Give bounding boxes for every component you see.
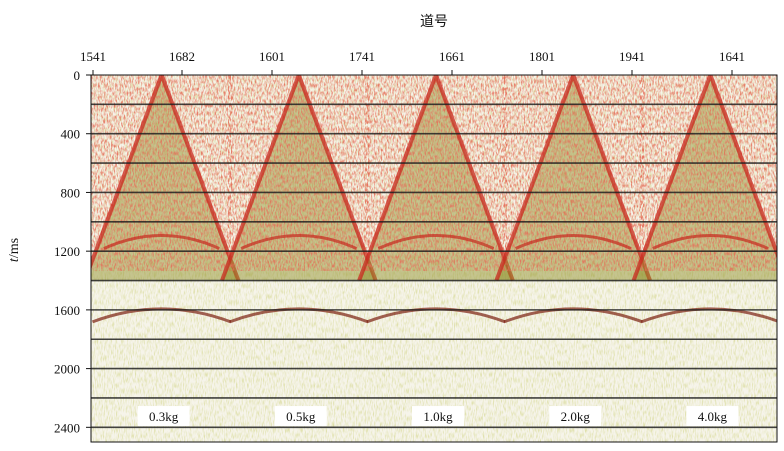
reflection-arc	[503, 307, 643, 324]
y-axis-title: t/ms	[7, 238, 22, 262]
wavefront-flank	[91, 75, 241, 282]
charge-label-bg	[686, 406, 739, 427]
plot-frame	[90, 74, 778, 443]
y-tick-label: 1600	[54, 303, 80, 318]
y-tick-label: 0	[74, 68, 81, 83]
x-tick-label: 1941	[619, 49, 645, 64]
x-tick-label: 1641	[719, 49, 745, 64]
charge-label-bg	[412, 406, 464, 427]
y-axis-title-unit: /ms	[7, 238, 22, 258]
x-axis-title: 道号	[420, 14, 448, 30]
wavefront-flank	[631, 75, 777, 282]
y-tick-label: 400	[61, 127, 81, 142]
charge-label: 0.3kg	[149, 409, 179, 424]
x-ticks: 1541 1682 1601 1741 1661 1801 1941 1641	[80, 49, 745, 75]
charge-label: 1.0kg	[423, 409, 453, 424]
horizontal-line-layer	[91, 103, 777, 429]
x-tick-label: 1661	[439, 49, 465, 64]
reflection-arc	[103, 233, 220, 250]
y-tick-label: 800	[61, 185, 81, 200]
wavefront-flank	[494, 75, 652, 282]
reflection-arc	[366, 307, 506, 324]
reflection-arc	[377, 233, 495, 250]
charge-label-bg	[274, 406, 327, 427]
charge-label: 0.5kg	[286, 409, 316, 424]
y-tick-label: 2000	[54, 362, 80, 377]
y-tick-label: 2400	[54, 420, 80, 435]
charge-label-bg	[137, 406, 190, 427]
charge-label: 4.0kg	[698, 409, 728, 424]
wavefront-flank	[220, 75, 378, 282]
x-tick-label: 1541	[80, 49, 106, 64]
charge-label: 2.0kg	[561, 409, 591, 424]
x-tick-label: 1801	[529, 49, 555, 64]
x-tick-label: 1741	[349, 49, 375, 64]
x-tick-label: 1601	[259, 49, 285, 64]
y-axis-title-var: t	[7, 257, 22, 262]
reflection-arc	[240, 233, 358, 250]
x-tick-label: 1682	[169, 49, 195, 64]
charge-label-bg	[549, 406, 602, 427]
plot-area	[91, 75, 777, 442]
charge-labels: 0.3kg 0.5kg 1.0kg 2.0kg 4.0kg	[137, 406, 739, 427]
y-tick-label: 1200	[54, 244, 80, 259]
reflection-arc	[229, 307, 369, 324]
reflection-arc	[640, 307, 777, 324]
reflection-arc	[91, 307, 232, 324]
reflection-arc	[514, 233, 632, 250]
wavefront-flank	[357, 75, 515, 282]
reflection-arc	[652, 233, 769, 250]
y-ticks: 0 400 800 1200 1600 2000 2400	[54, 68, 91, 435]
